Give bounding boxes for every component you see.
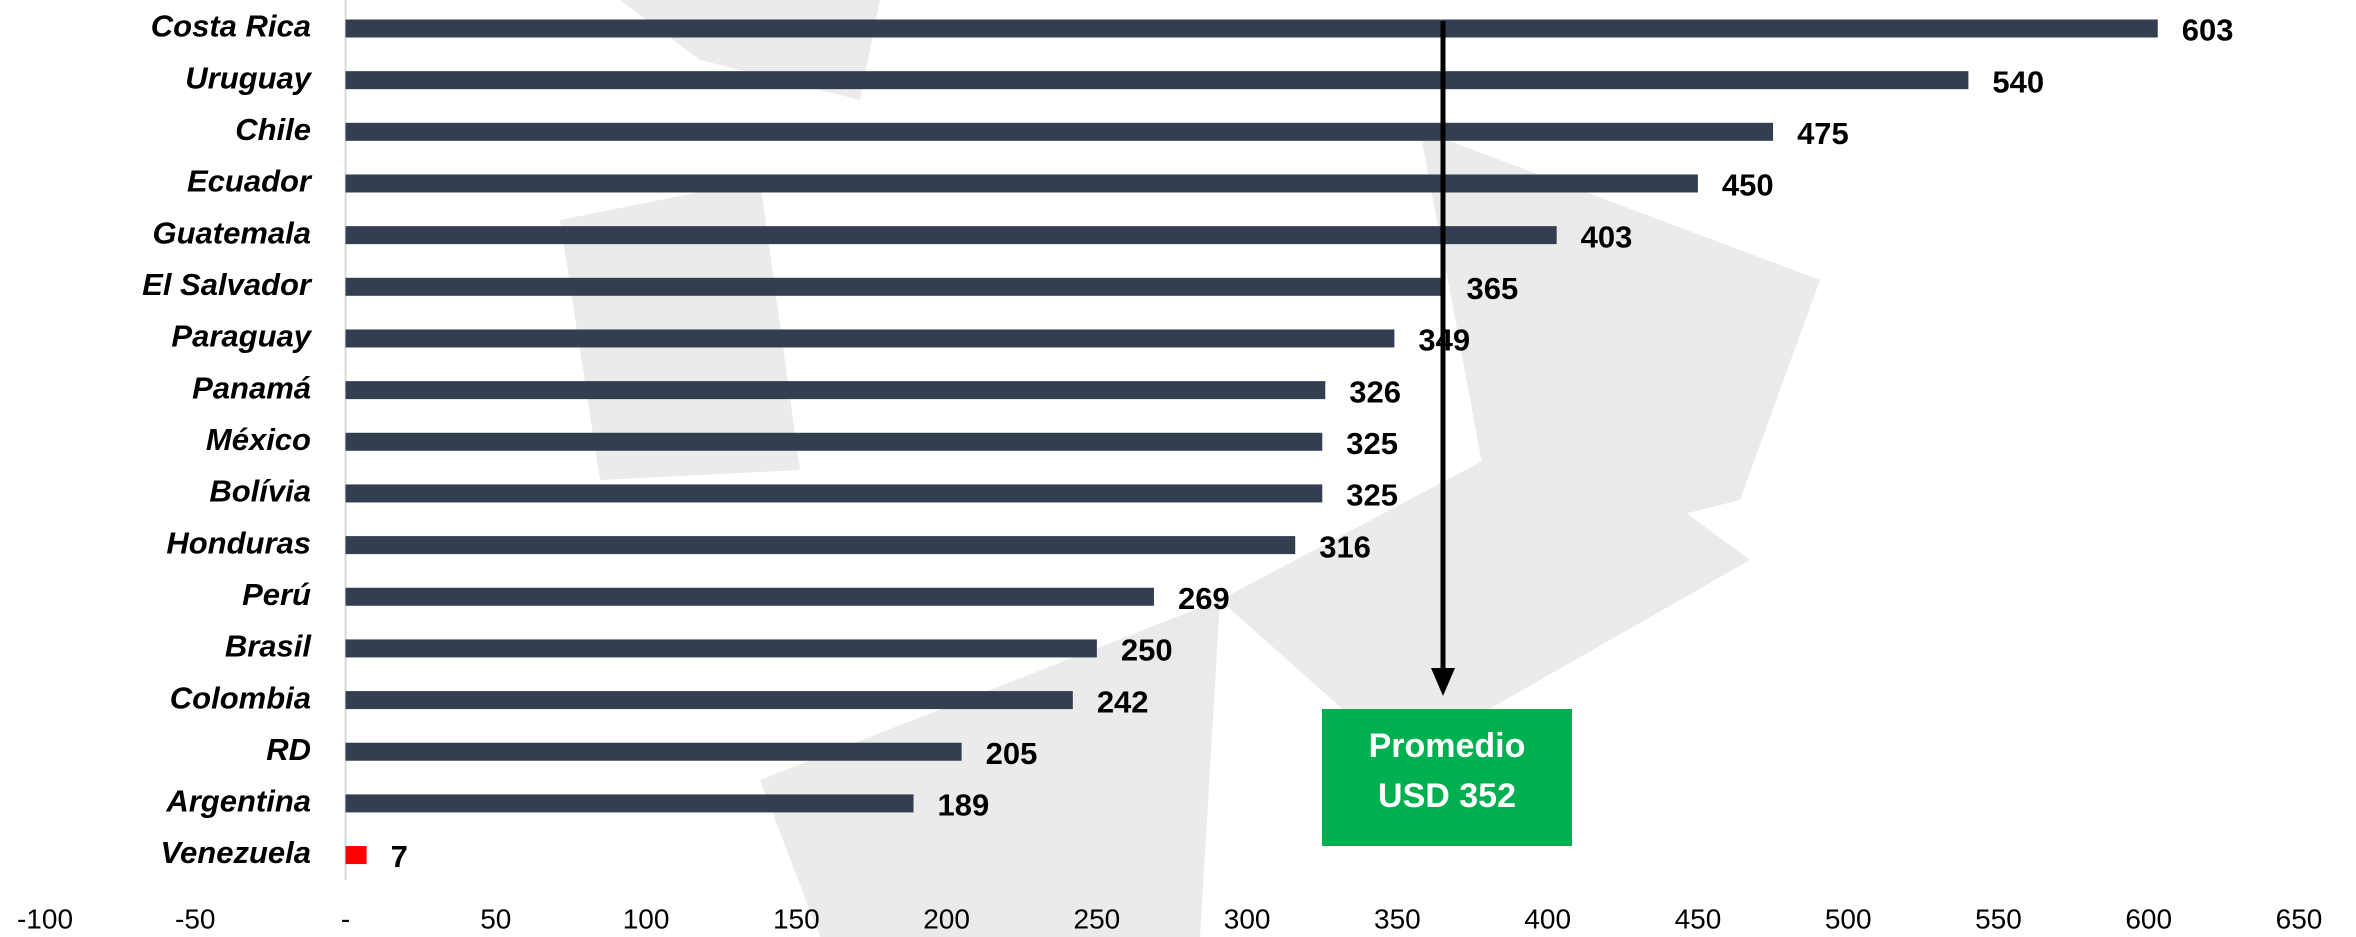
x-tick-label: 250	[1074, 903, 1121, 934]
bar	[345, 587, 1154, 606]
category-label: Perú	[242, 577, 311, 612]
x-tick-label: 100	[623, 903, 670, 934]
bar	[345, 381, 1326, 400]
bar	[345, 639, 1097, 658]
x-tick-label: 150	[773, 903, 820, 934]
category-label: Honduras	[166, 525, 311, 560]
plot: -100 -50-50 100 150 200 250 300 350 400 450 500 550…	[17, 0, 2322, 934]
bar	[345, 432, 1323, 451]
value-label: 205	[986, 736, 1038, 771]
value-label: 189	[938, 788, 990, 823]
bar	[345, 226, 1557, 245]
x-tick-label: 500	[1825, 903, 1872, 934]
x-tick-label: 200	[923, 903, 970, 934]
category-label: Venezuela	[161, 835, 311, 870]
annotation-text: USD 352	[1378, 777, 1516, 815]
x-tick-label: -50	[175, 903, 215, 934]
x-tick-label: 450	[1675, 903, 1722, 934]
x-tick-label: 350	[1374, 903, 1421, 934]
category-label: México	[206, 422, 311, 457]
bar	[345, 122, 1774, 141]
background-shapes	[560, 0, 1820, 937]
value-label: 316	[1319, 529, 1371, 564]
bar	[345, 71, 1969, 90]
category-label: Panamá	[192, 370, 311, 405]
category-label: Uruguay	[185, 60, 313, 95]
value-label: 365	[1466, 271, 1518, 306]
bar	[345, 846, 367, 865]
value-label: 7	[391, 839, 408, 874]
bar	[345, 329, 1395, 348]
category-label: Colombia	[170, 680, 311, 715]
bar	[345, 536, 1296, 555]
bar	[345, 484, 1323, 503]
bar	[345, 174, 1698, 193]
annotation-box	[1322, 709, 1572, 846]
bg-shape	[760, 600, 1220, 937]
category-label: Guatemala	[152, 215, 311, 250]
category-label: Brasil	[225, 629, 313, 664]
x-tick-label: 50	[480, 903, 511, 934]
value-label: 475	[1797, 116, 1849, 151]
value-label: 250	[1121, 633, 1173, 668]
x-tick-label: 300	[1224, 903, 1271, 934]
bg-shape	[1220, 420, 1750, 760]
x-tick-label: 600	[2125, 903, 2172, 934]
value-label: 450	[1722, 168, 1774, 203]
arrow-head	[1431, 668, 1455, 696]
x-tick-label: 550	[1975, 903, 2022, 934]
category-label: El Salvador	[142, 267, 313, 302]
bar	[345, 19, 2158, 38]
bar	[345, 742, 962, 761]
category-label: Chile	[235, 112, 311, 147]
value-label: 540	[1992, 64, 2044, 99]
value-label: 403	[1581, 219, 1633, 254]
value-label: 242	[1097, 684, 1149, 719]
bar	[345, 794, 914, 813]
value-label: 325	[1346, 426, 1398, 461]
x-tick-label: 650	[2276, 903, 2323, 934]
x-tick-label: -	[341, 903, 350, 934]
x-tick-label: 400	[1524, 903, 1571, 934]
category-label: Paraguay	[171, 319, 312, 354]
bar	[345, 691, 1073, 710]
category-label: Costa Rica	[151, 9, 311, 44]
category-label: RD	[266, 732, 311, 767]
value-label: 603	[2182, 13, 2234, 48]
bar	[345, 277, 1443, 296]
value-label: 325	[1346, 478, 1398, 513]
value-label: 269	[1178, 581, 1230, 616]
x-tick-label: -100	[17, 903, 73, 934]
category-label: Argentina	[165, 784, 311, 819]
annotation-text: Promedio	[1369, 727, 1526, 765]
category-label: Ecuador	[187, 164, 313, 199]
category-label: Bolívia	[209, 474, 311, 509]
value-label: 326	[1349, 374, 1401, 409]
